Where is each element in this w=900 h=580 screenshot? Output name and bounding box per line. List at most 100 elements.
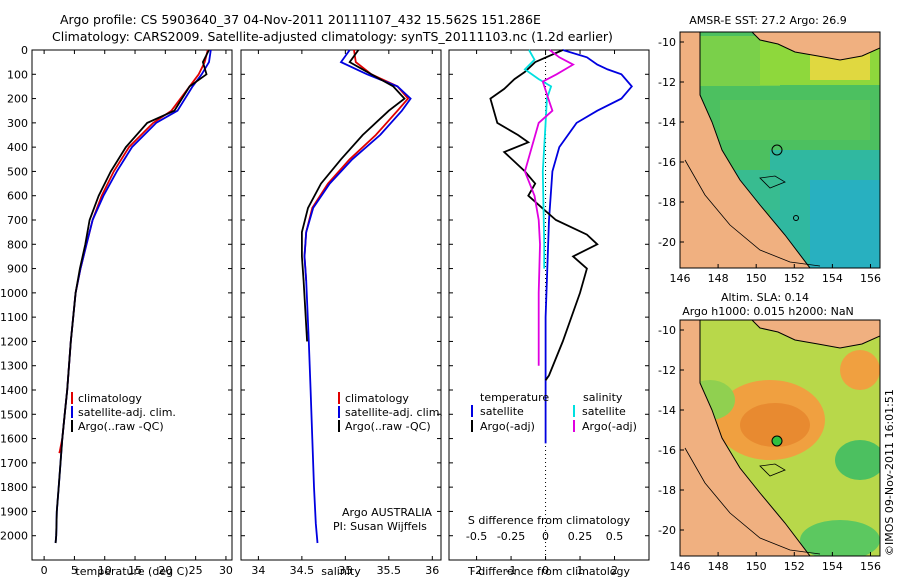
legend-s-argo: Argo(-adj) [582,420,637,433]
s-difference-axis-label: S difference from climatology [468,514,631,527]
header-line-1: Argo profile: CS 5903640_37 04-Nov-2011 … [60,12,541,27]
x-tick-label: 0 [542,564,549,577]
x-tick-label: 35.5 [377,564,402,577]
lon-tick-label: 148 [708,272,729,285]
x-tick-label: 34.5 [290,564,315,577]
legend-climatology: climatology [345,392,409,405]
lon-tick-label: 148 [708,560,729,573]
lon-tick-label: 154 [822,560,843,573]
sla-map-frame [679,319,881,557]
sst-map [679,31,881,269]
x-tick-label: 2 [611,564,618,577]
salinity-axis-label: salinity [321,565,361,578]
lon-tick-label: 156 [860,272,881,285]
s-difference-tick-label: -0.5 [466,530,487,543]
reef-outline [793,215,799,221]
s-difference-tick-label: -0.25 [497,530,525,543]
series-line-satellite-adj-clim- [303,49,412,544]
salinity-legend: climatology satellite-adj. clim. Argo(..… [333,392,443,533]
depth-tick-label: 1200 [0,335,28,348]
lat-tick-label: -10 [658,36,676,49]
depth-tick-label: 1900 [0,505,28,518]
depth-tick-label: 500 [7,165,28,178]
lon-tick-label: 156 [860,560,881,573]
legend-climatology: climatology [78,392,142,405]
s-difference-tick-label: 0 [542,530,549,543]
x-tick-label: 36 [425,564,439,577]
series-line-t-argo-adj- [489,49,599,381]
x-tick-label: -1 [506,564,517,577]
lat-tick-label: -16 [658,156,676,169]
float-owner-label: Argo AUSTRALIA [342,506,432,519]
papua-new-guinea-land [751,320,880,349]
depth-tick-label: 1800 [0,481,28,494]
series-line-satellite-adj-clim- [54,49,212,544]
difference-plot-frame [448,49,650,561]
sla-map-title: Altim. SLA: 0.14 [721,291,809,304]
imos-credit: ©IMOS 09-Nov-2011 16:01:51 [883,389,896,556]
x-tick-label: 35 [338,564,352,577]
x-tick-label: 15 [128,564,142,577]
depth-tick-label: 800 [7,238,28,251]
salinity-plot-frame [240,49,442,561]
depth-tick-label: 300 [7,117,28,130]
depth-tick-label: 1400 [0,384,28,397]
lon-tick-label: 152 [784,560,805,573]
shelf-contour [684,159,821,267]
sla-map [679,319,881,557]
depth-tick-label: 900 [7,263,28,276]
legend-argo: Argo(..raw -QC) [78,420,164,433]
legend-t-satellite: satellite [480,405,524,418]
lon-tick-label: 150 [746,560,767,573]
depth-tick-label: 400 [7,141,28,154]
temperature-legend: climatology satellite-adj. clim. Argo(..… [71,392,176,433]
x-tick-label: 0 [41,564,48,577]
x-tick-label: 30 [219,564,233,577]
lon-tick-label: 154 [822,272,843,285]
lon-tick-label: 150 [746,272,767,285]
lat-tick-label: -14 [658,116,676,129]
lon-tick-label: 146 [670,560,691,573]
difference-legend: temperature salinity satellite Argo(-adj… [471,391,637,433]
australia-land [680,320,811,556]
legend-satellite-adj: satellite-adj. clim. [345,406,443,419]
lat-tick-label: -18 [658,484,676,497]
x-tick-label: 34 [251,564,265,577]
shelf-contour [684,447,821,555]
s-difference-tick-label: 0.25 [568,530,593,543]
t-difference-axis-label: T difference from climatology [467,565,630,578]
reef-outline [759,463,786,477]
depth-tick-label: 700 [7,214,28,227]
sla-low-patch [835,440,880,480]
depth-tick-label: 1700 [0,457,28,470]
sst-map-title: AMSR-E SST: 27.2 Argo: 26.9 [689,14,847,27]
header-line-2: Climatology: CARS2009. Satellite-adjuste… [52,29,613,44]
x-tick-label: -2 [471,564,482,577]
legend-header-temperature: temperature [480,391,549,404]
reef-outline [759,175,786,189]
sla-low-patch [800,520,880,556]
x-tick-label: 10 [98,564,112,577]
depth-tick-label: 2000 [0,530,28,543]
lat-tick-label: -20 [658,236,676,249]
argo-position-marker [771,144,783,156]
x-tick-label: 1 [577,564,584,577]
legend-header-salinity: salinity [583,391,623,404]
sla-high-patch [840,350,880,390]
sla-map-subtitle: Argo h1000: 0.015 h2000: NaN [682,305,854,318]
legend-satellite-adj: satellite-adj. clim. [78,406,176,419]
depth-tick-label: 1000 [0,287,28,300]
legend-t-argo: Argo(-adj) [480,420,535,433]
sla-high-patch [740,403,810,447]
series-line-s-satellite [523,49,553,269]
lat-tick-label: -12 [658,364,676,377]
sst-map-frame [679,31,881,269]
lat-tick-label: -20 [658,524,676,537]
series-line-argo-raw-qc- [300,49,406,342]
lat-tick-label: -18 [658,196,676,209]
australia-land [680,32,811,268]
lat-tick-label: -10 [658,324,676,337]
depth-tick-label: 1300 [0,360,28,373]
depth-tick-label: 1500 [0,408,28,421]
